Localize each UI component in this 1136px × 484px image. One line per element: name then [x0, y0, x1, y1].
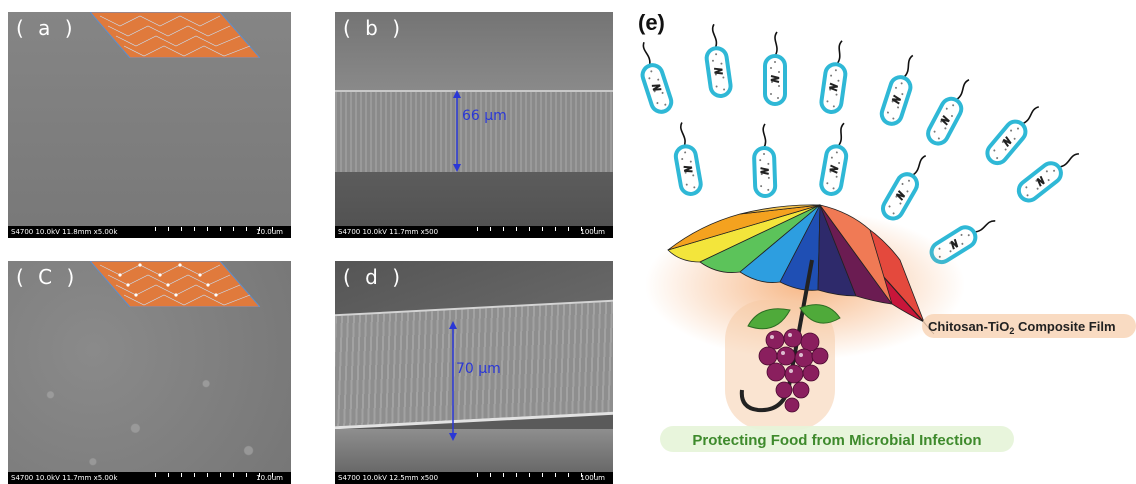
sem-panel-a: ( a ) S4700 10.0kV 11.8mm x5.00k 10.0um [8, 12, 291, 238]
bacterium-icon [753, 124, 776, 197]
bacterium-icon [877, 49, 923, 129]
bacterium-icon [700, 21, 734, 100]
panel-c-label: ( C ) [16, 265, 79, 289]
film-mesh-diagram-c [90, 261, 260, 307]
sem-panel-b: ( b ) 66 µm S4700 10.0kV 11.7mm x500 100… [335, 12, 613, 238]
scale-bar-label-b: 100um [580, 228, 605, 236]
panel-a-label: ( a ) [16, 16, 77, 40]
thickness-label-b: 66 µm [462, 108, 507, 124]
bacterium-icon [981, 97, 1047, 170]
thickness-arrow-d [449, 321, 457, 441]
film-mesh-diagram-a [90, 12, 260, 58]
sem-info-bar-c: S4700 10.0kV 11.7mm x5.00k 10.0um [8, 472, 291, 484]
scale-ticks-d [477, 473, 607, 477]
film-cross-section-b [335, 90, 613, 174]
scale-bar-label-c: 10.0um [256, 474, 283, 482]
sem-panel-c: ( C ) S4700 10.0kV 11.7mm x5.00k 10.0um [8, 261, 291, 484]
bacterium-icon [763, 30, 787, 106]
bacterium-icon [630, 37, 676, 117]
panel-d-label: ( d ) [343, 265, 405, 289]
panel-b-label: ( b ) [343, 16, 405, 40]
bacterium-icon [1012, 142, 1086, 207]
sem-params-c: S4700 10.0kV 11.7mm x5.00k [11, 474, 118, 482]
bacterium-icon [925, 74, 976, 147]
scale-ticks-c [155, 473, 285, 477]
film-label-prefix: Chitosan-TiO [928, 319, 1009, 334]
film-label: Chitosan-TiO2 Composite Film [928, 319, 1116, 336]
sem-params-d: S4700 10.0kV 12.5mm x500 [338, 474, 439, 482]
scale-ticks-a [155, 227, 285, 231]
bacterium-icon [668, 119, 705, 198]
sem-info-bar-b: S4700 10.0kV 11.7mm x500 100um [335, 226, 613, 238]
scale-ticks-b [477, 227, 607, 231]
film-label-glow [922, 314, 1136, 338]
sem-panel-d: ( d ) 70 µm S4700 10.0kV 12.5mm x500 100… [335, 261, 613, 484]
sem-params-a: S4700 10.0kV 11.8mm x5.00k [11, 228, 118, 236]
caption-glow [660, 426, 1014, 452]
grapes-icon [747, 304, 841, 413]
thickness-label-d: 70 µm [456, 361, 501, 377]
bacterium-icon [817, 119, 854, 198]
bacterium-icon [818, 37, 852, 116]
film-label-subscript: 2 [1009, 326, 1014, 336]
caption-text: Protecting Food from Microbial Infection [692, 432, 981, 449]
thickness-arrow-b [453, 90, 461, 172]
panel-e-label: (e) [638, 10, 665, 35]
sem-info-bar-d: S4700 10.0kV 12.5mm x500 100um [335, 472, 613, 484]
sem-params-b: S4700 10.0kV 11.7mm x500 [338, 228, 439, 236]
scale-bar-label-d: 100um [580, 474, 605, 482]
film-top-region-b [335, 12, 613, 92]
bacterium-icon [877, 147, 935, 225]
film-label-suffix: Composite Film [1014, 319, 1115, 334]
scale-bar-label-a: 10.0um [256, 228, 283, 236]
umbrella-illustration: (e) [630, 10, 1136, 452]
sem-info-bar-a: S4700 10.0kV 11.8mm x5.00k 10.0um [8, 226, 291, 238]
